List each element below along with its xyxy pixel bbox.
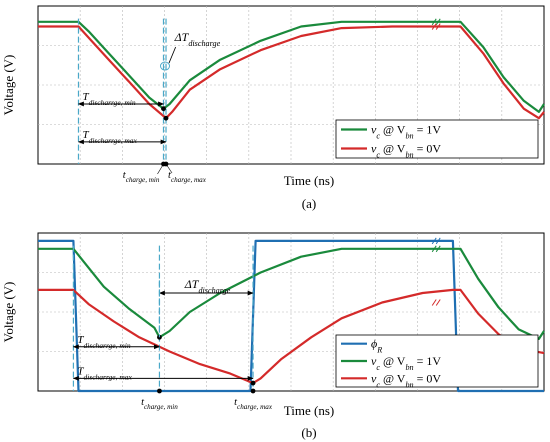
label-t-charge-max-part: t	[234, 397, 238, 408]
legend-label-1-part: bn	[405, 131, 413, 140]
legend-label-1-part: R	[376, 345, 382, 354]
label-discharge-max-part: T	[77, 365, 84, 377]
axis-break-mark	[431, 237, 441, 245]
legend-label-1-part: @ V	[380, 123, 406, 137]
axis-break-mark	[431, 245, 441, 253]
label-t-charge-min: tcharge, min	[123, 170, 160, 184]
panel-tag: (a)	[302, 196, 316, 211]
legend-label-2-part: c	[376, 150, 380, 159]
legend-label-2-part: = 0V	[414, 142, 442, 156]
label-discharge-max: Tdischarrge, max	[77, 365, 132, 381]
tick-leader-min	[157, 163, 164, 175]
legend-label-2-part: @ V	[380, 142, 406, 156]
label-t-charge-min-part: charge, min	[126, 176, 160, 184]
legend-label-2-part: v	[371, 354, 377, 368]
axis-break-mark	[431, 299, 441, 306]
legend-box	[335, 119, 539, 159]
legend-label-2-part: @ V	[380, 354, 406, 368]
tick-leader-max	[165, 163, 173, 174]
label-discharge-min: Tdischarrge, min	[77, 334, 130, 350]
legend-label-1-part: v	[371, 123, 377, 137]
label-t-charge-min: tcharge, min	[141, 397, 178, 411]
legend-label-3-part: v	[371, 371, 377, 385]
legend-label-1: vc @ Vbn = 1V	[371, 123, 441, 141]
delta-leader-line	[168, 46, 177, 64]
legend-label-3-part: @ V	[380, 371, 406, 385]
panel-tag: (b)	[301, 425, 316, 440]
label-delta-discharge: ΔTdischarge	[174, 30, 221, 48]
legend-label-3: vc @ Vbn = 0V	[371, 371, 441, 389]
legend-label-2: vc @ Vbn = 0V	[371, 142, 441, 160]
label-t-charge-max-part: t	[168, 170, 172, 181]
x-axis-label: Time (ns)	[284, 173, 334, 188]
legend-label-1: ϕR	[371, 337, 382, 355]
label-discharge-max-part: T	[82, 129, 89, 141]
legend-label-2-part: c	[376, 363, 380, 372]
label-t-charge-min-part: charge, min	[144, 403, 178, 411]
axis-break-mark	[431, 23, 441, 30]
label-delta-discharge-part: discharge	[188, 38, 220, 47]
legend-label-2: vc @ Vbn = 1V	[371, 354, 441, 372]
label-discharge-max: Tdischarrge, max	[82, 129, 137, 145]
label-discharge-min-part: T	[82, 91, 89, 103]
series-line-2	[38, 25, 545, 120]
series-line-3	[38, 288, 545, 385]
legend-label-1-part: c	[376, 131, 380, 140]
label-t-charge-max: tcharge, max	[168, 170, 207, 184]
label-discharge-max-part: discharrge, max	[84, 372, 133, 381]
legend-label-3-part: = 0V	[414, 371, 442, 385]
legend-label-2-part: v	[371, 142, 377, 156]
label-discharge-min: Tdischarrge, min	[82, 91, 135, 107]
legend-label-2-part: bn	[405, 363, 413, 372]
axis-point-min	[157, 388, 162, 394]
series-line-2	[38, 247, 545, 340]
legend-label-2-part: = 1V	[414, 354, 442, 368]
delta-ellipse	[160, 61, 171, 71]
legend-label-3-part: c	[376, 380, 380, 389]
label-t-charge-min-part: t	[123, 170, 127, 181]
label-t-charge-min-part: t	[141, 397, 145, 408]
label-t-charge-max: tcharge, max	[234, 397, 273, 411]
x-axis-label: Time (ns)	[284, 403, 334, 418]
event-point-max	[250, 380, 256, 386]
label-delta-discharge-part: ΔT	[174, 30, 190, 44]
label-delta-discharge: ΔTdischarge	[184, 277, 231, 295]
legend-box	[335, 334, 539, 388]
axis-break-mark	[431, 18, 441, 26]
y-axis-label: Voltage (V)	[1, 55, 16, 116]
legend-label-3-part: bn	[405, 380, 413, 389]
label-discharge-min-part: T	[77, 334, 84, 346]
legend-label-1-part: ϕ	[371, 337, 377, 351]
legend-label-2-part: bn	[405, 150, 413, 159]
label-delta-discharge-part: discharge	[198, 286, 230, 295]
legend-label-1-part: = 1V	[414, 123, 442, 137]
label-discharge-min-part: discharrge, min	[89, 97, 136, 106]
y-axis-label: Voltage (V)	[1, 282, 16, 343]
label-discharge-min-part: discharrge, min	[84, 340, 131, 349]
label-t-charge-max-part: charge, max	[237, 403, 273, 411]
label-discharge-max-part: discharrge, max	[89, 135, 138, 144]
event-point-max	[163, 115, 169, 121]
label-t-charge-max-part: charge, max	[171, 176, 207, 184]
series-line-1	[38, 20, 545, 113]
axis-point-max	[250, 388, 256, 394]
label-delta-discharge-part: ΔT	[184, 277, 200, 291]
event-point-min	[161, 106, 166, 112]
